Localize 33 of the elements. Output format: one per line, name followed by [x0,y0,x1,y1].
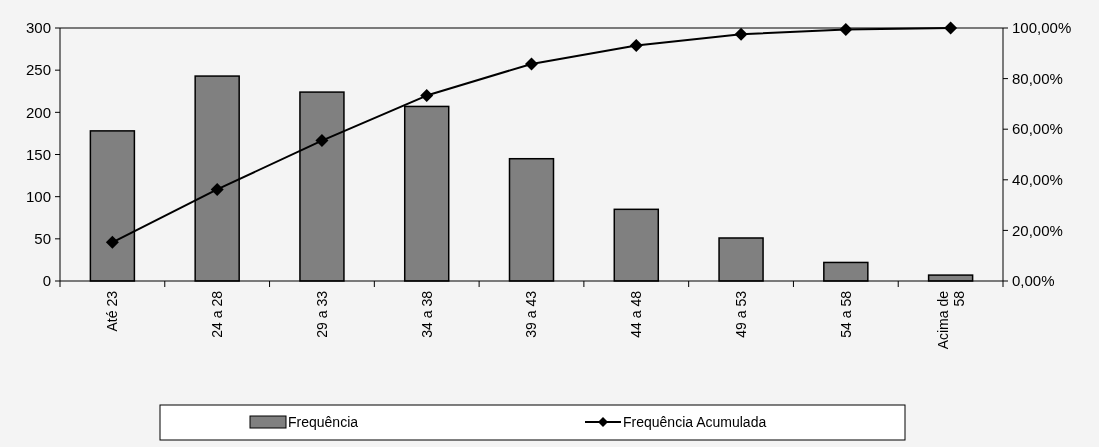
y2-tick-label: 80,00% [1012,69,1063,87]
point [944,21,958,35]
point [210,182,224,196]
point [105,235,119,249]
legend-label: Frequência [288,413,359,430]
x-tick-label: Acima de 58 [934,290,967,350]
point [734,27,748,41]
y-tick-label: 50 [34,230,51,248]
y-tick-label: 300 [25,19,51,37]
x-tick-label: 24 a 28 [209,290,226,338]
y-tick-label: 100 [25,187,51,205]
y2-tick-label: 100,00% [1012,19,1072,37]
y2-tick-label: 20,00% [1012,221,1063,239]
y2-tick-label: 0,00% [1012,272,1055,290]
y-tick-label: 200 [25,103,51,121]
y2-tick-label: 60,00% [1012,120,1063,138]
x-tick-label: 34 a 38 [418,290,435,338]
y-tick-label: 0 [42,272,51,290]
legend-label: Frequência Acumulada [623,413,767,430]
point [629,38,643,52]
x-tick-label: 54 a 58 [837,290,854,338]
point [839,23,853,37]
y-tick-label: 150 [25,145,51,163]
y-tick-label: 250 [25,61,51,79]
y2-tick-label: 40,00% [1012,171,1063,189]
x-tick-label: 44 a 48 [628,290,645,338]
x-tick-label: 29 a 33 [313,290,330,338]
point [315,134,329,148]
x-tick-label: Até 23 [104,290,121,332]
x-tick-label: 49 a 53 [732,290,749,338]
point [420,89,434,103]
x-tick-label: 39 a 43 [523,290,540,338]
point [525,57,538,71]
